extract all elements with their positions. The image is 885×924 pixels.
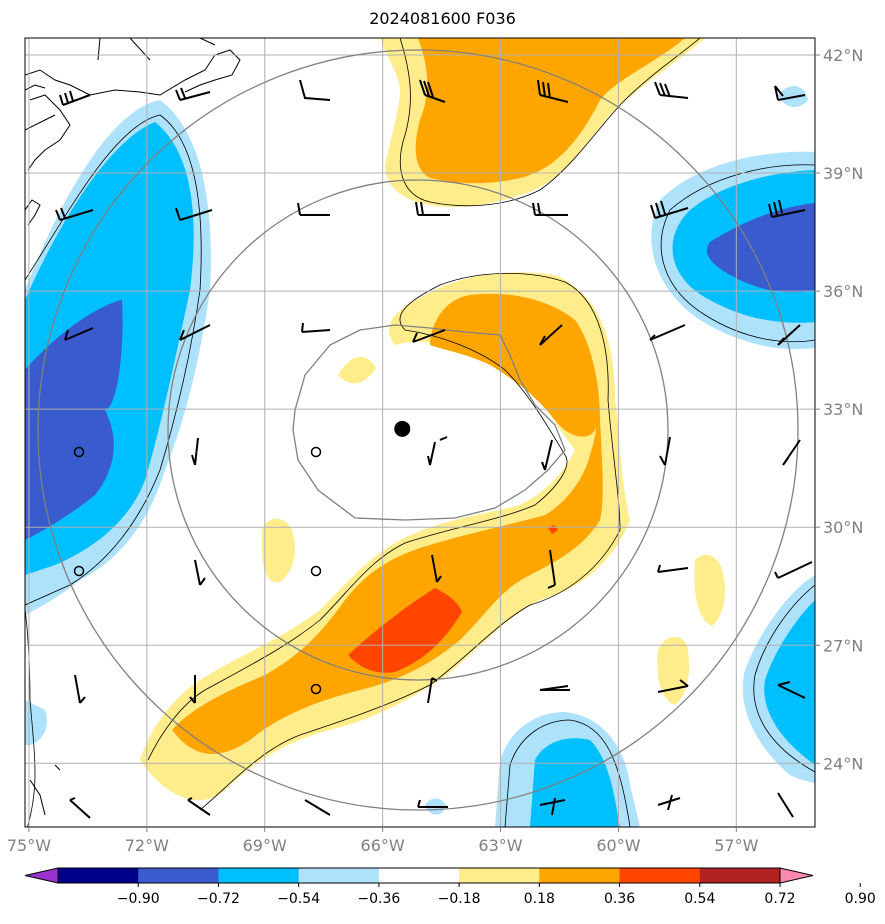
lat-tick-label: 36°N [823,282,863,301]
colorbar-tick-label: 0.72 [764,891,795,907]
map-panel [25,38,815,827]
lat-tick-label: 30°N [823,518,863,537]
colorbar-frame [57,867,781,884]
colorbar-segment [619,868,701,883]
positive-anomaly-north [380,38,705,207]
colorbar-segment [58,868,139,883]
positive-anomaly-small-1 [338,356,376,384]
lon-tick-label: 72°W [125,836,169,855]
colorbar-segment [218,868,300,883]
colorbar-tick-label: −0.72 [197,891,240,907]
graticule [25,38,815,827]
map-frame [24,37,816,828]
positive-anomaly-small-2 [262,518,295,583]
wind-barbs [55,79,813,819]
colorbar-segment [378,868,460,883]
latitude-axis: 42°N 39°N 36°N 33°N 30°N 27°N 24°N [815,46,863,773]
negative-anomaly-small [25,700,47,745]
coastline [25,38,241,816]
colorbar-tick-label: 0.36 [604,891,635,907]
negative-anomaly-northeast [651,151,815,350]
positive-anomaly-small-3 [694,554,725,626]
colorbar-tick-label: −0.18 [438,891,481,907]
colorbar: −0.90 −0.72 −0.54 −0.36 −0.18 0.18 0.36 0.54 0.7… [24,867,876,907]
lon-tick-label: 66°W [361,836,405,855]
colorbar-tick-label: −0.36 [357,891,400,907]
calm-wind-markers [73,446,322,695]
storm-center-marker [394,420,411,437]
colorbar-segment [459,868,540,883]
colorbar-segment [539,868,621,883]
lon-tick-label: 57°W [714,836,758,855]
contour-lines [25,38,815,827]
colorbar-segment [298,868,380,883]
colorbar-segment [138,868,219,883]
lat-tick-label: 33°N [823,400,863,419]
negative-anomaly-west [25,100,211,615]
colorbar-tick-label: 0.54 [684,891,715,907]
lon-tick-label: 69°W [243,836,287,855]
longitude-axis: 75°W 72°W 69°W 66°W 63°W 60°W 57°W [7,827,759,855]
colorbar-extend-low [24,867,59,884]
map-title: 2024081600 F036 [369,9,516,28]
colorbar-tick-label: 0.90 [845,891,876,907]
lat-tick-label: 24°N [823,754,863,773]
colorbar-segment [699,868,781,883]
colorbar-extend-high [779,867,814,884]
lat-tick-label: 27°N [823,636,863,655]
range-rings [37,49,799,811]
lat-tick-label: 39°N [823,164,863,183]
lat-tick-label: 42°N [823,46,863,65]
colorbar-tick-label: 0.18 [524,891,555,907]
lon-tick-label: 63°W [478,836,522,855]
lon-tick-label: 60°W [596,836,640,855]
colorbar-tick-label: −0.90 [117,891,160,907]
colorbar-tick-label: −0.54 [277,891,320,907]
lon-tick-label: 75°W [7,836,51,855]
